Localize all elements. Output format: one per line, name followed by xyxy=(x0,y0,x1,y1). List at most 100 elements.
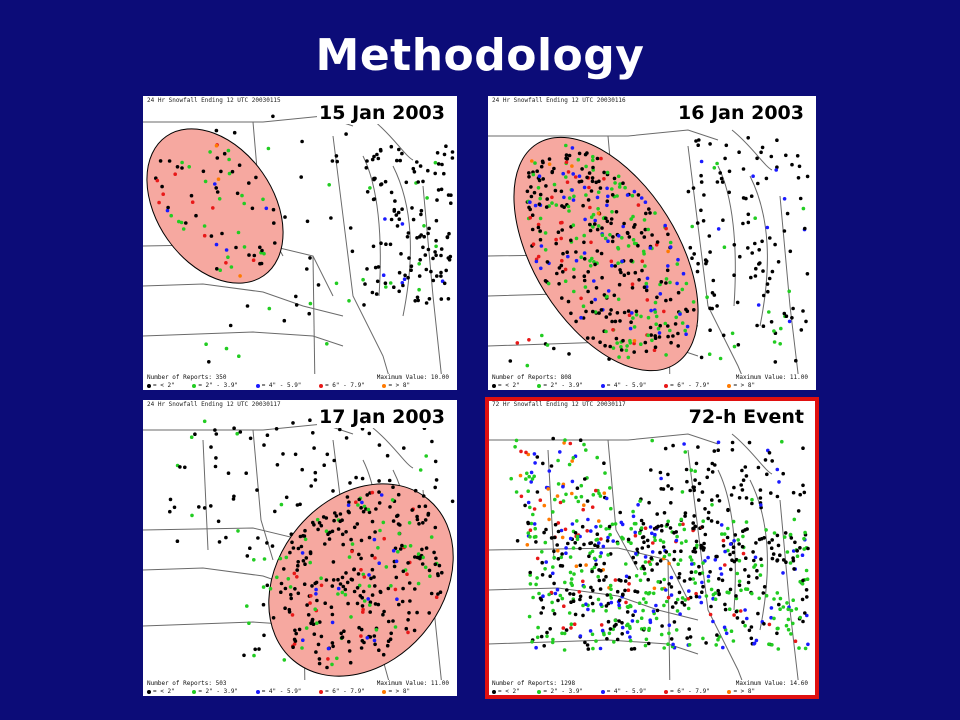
station-dot xyxy=(684,467,689,472)
station-dot xyxy=(405,235,410,239)
station-dot xyxy=(743,465,748,469)
station-dot xyxy=(615,311,620,315)
station-dot xyxy=(393,625,398,629)
station-dot xyxy=(713,597,718,601)
station-dot xyxy=(545,630,549,635)
station-dot xyxy=(552,612,557,616)
station-dot xyxy=(360,604,365,608)
station-dot xyxy=(226,471,231,475)
station-dot xyxy=(743,623,747,628)
station-dot xyxy=(682,579,687,583)
station-dot xyxy=(532,190,537,195)
station-dot xyxy=(744,474,749,478)
station-dot xyxy=(631,509,635,514)
station-dot xyxy=(237,354,241,359)
station-dot xyxy=(340,532,345,537)
station-dot xyxy=(330,584,335,588)
station-dot xyxy=(433,160,438,165)
station-dot xyxy=(604,329,608,334)
station-dot xyxy=(699,600,704,605)
station-dot xyxy=(631,514,636,519)
station-dot xyxy=(560,220,564,225)
station-dot xyxy=(217,540,222,544)
station-dot xyxy=(660,587,664,591)
station-dot xyxy=(691,300,696,304)
station-dot xyxy=(734,594,738,598)
station-dot xyxy=(518,473,523,478)
station-dot xyxy=(704,641,708,645)
station-dot xyxy=(291,645,295,649)
station-dot xyxy=(795,154,800,158)
station-dot xyxy=(208,150,212,154)
station-dot xyxy=(695,221,700,225)
station-dot xyxy=(341,542,345,547)
station-dot xyxy=(446,297,451,301)
station-dot xyxy=(620,236,624,240)
station-dot xyxy=(770,459,774,463)
station-dot xyxy=(687,589,691,593)
station-dot xyxy=(563,279,568,283)
station-dot xyxy=(729,493,734,497)
station-dot xyxy=(602,177,606,181)
station-dot xyxy=(435,151,440,155)
station-dot xyxy=(393,587,398,592)
station-dot xyxy=(523,503,527,508)
station-dot xyxy=(773,242,777,247)
station-dot xyxy=(545,197,549,201)
station-dot xyxy=(613,618,618,623)
station-dot xyxy=(614,336,619,341)
station-dot xyxy=(357,552,361,557)
station-dot xyxy=(601,544,606,549)
station-dot xyxy=(663,321,668,326)
station-dot xyxy=(797,164,802,169)
station-dot xyxy=(423,565,428,570)
station-dot xyxy=(560,228,564,232)
station-dot xyxy=(726,526,730,531)
station-dot xyxy=(686,189,691,194)
station-dot xyxy=(373,584,377,588)
station-dot xyxy=(549,536,554,540)
station-dot xyxy=(213,464,218,469)
station-dots xyxy=(508,136,810,368)
map-header: 24 Hr Snowfall Ending 12 UTC 20030116 xyxy=(492,97,626,104)
station-dot xyxy=(718,171,722,175)
station-dot xyxy=(768,236,772,240)
station-dot xyxy=(313,470,318,475)
station-dot xyxy=(669,487,674,491)
station-dot xyxy=(376,546,380,550)
station-dot xyxy=(751,550,755,554)
station-dot xyxy=(424,454,429,458)
station-dot xyxy=(388,242,393,247)
station-dot xyxy=(653,538,657,542)
station-dot xyxy=(555,271,559,276)
station-dot xyxy=(215,267,219,271)
station-dot xyxy=(653,336,658,340)
station-dot xyxy=(599,602,603,607)
station-dot xyxy=(778,607,782,611)
station-dot xyxy=(367,510,372,515)
station-dot xyxy=(659,476,663,481)
station-dot xyxy=(377,501,382,505)
station-dot xyxy=(786,627,791,632)
station-dot xyxy=(537,591,541,596)
station-dot xyxy=(639,616,644,620)
station-dot xyxy=(697,498,701,502)
station-dot xyxy=(793,639,798,643)
station-dot xyxy=(419,208,424,213)
station-dot xyxy=(310,619,314,623)
station-dot xyxy=(683,514,687,518)
legend-4-59: = 4" - 5.9" xyxy=(255,688,301,695)
station-dot xyxy=(582,442,586,447)
station-dot xyxy=(585,336,590,340)
station-dot xyxy=(690,562,694,566)
station-dot xyxy=(563,527,568,532)
station-dot xyxy=(283,215,287,219)
station-dot xyxy=(528,216,532,220)
station-dot xyxy=(551,565,555,569)
station-dot xyxy=(347,500,351,504)
station-dot xyxy=(667,582,671,586)
station-dot xyxy=(594,562,598,567)
station-dot xyxy=(187,165,191,169)
station-dot xyxy=(308,550,313,554)
station-dot xyxy=(775,138,779,142)
